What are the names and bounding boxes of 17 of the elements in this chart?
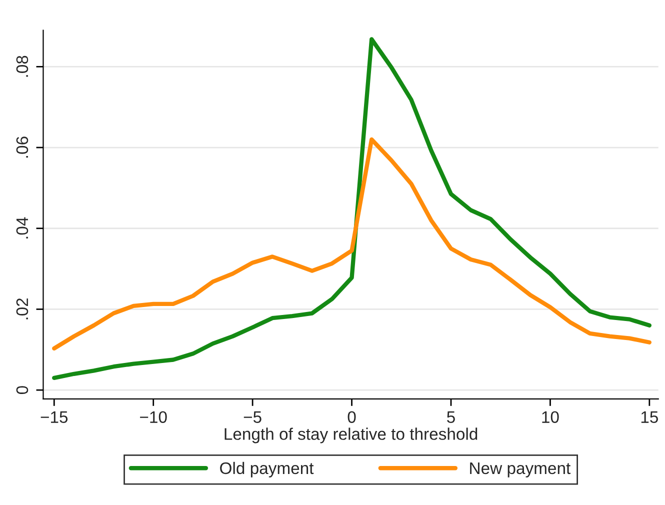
y-tick-label: .08 bbox=[16, 56, 28, 77]
legend-label: Old payment bbox=[220, 462, 314, 478]
y-tick-label: .06 bbox=[16, 136, 28, 158]
y-tick-label: .02 bbox=[16, 298, 28, 320]
x-tick-label: −10 bbox=[140, 411, 167, 423]
line-series bbox=[52, 137, 652, 351]
x-tick-label: −15 bbox=[40, 411, 68, 423]
x-tick-label: −5 bbox=[244, 411, 262, 423]
y-tick-label: 0 bbox=[16, 386, 28, 394]
x-tick-label: 15 bbox=[641, 411, 658, 423]
x-tick-label: 0 bbox=[348, 411, 356, 423]
x-tick-label: 5 bbox=[447, 411, 455, 423]
legend-label: New payment bbox=[470, 462, 571, 478]
line-series bbox=[52, 37, 652, 380]
x-axis-title: Length of stay relative to threshold bbox=[224, 428, 478, 444]
x-tick-label: 10 bbox=[542, 411, 559, 423]
y-tick-label: .04 bbox=[16, 217, 28, 238]
